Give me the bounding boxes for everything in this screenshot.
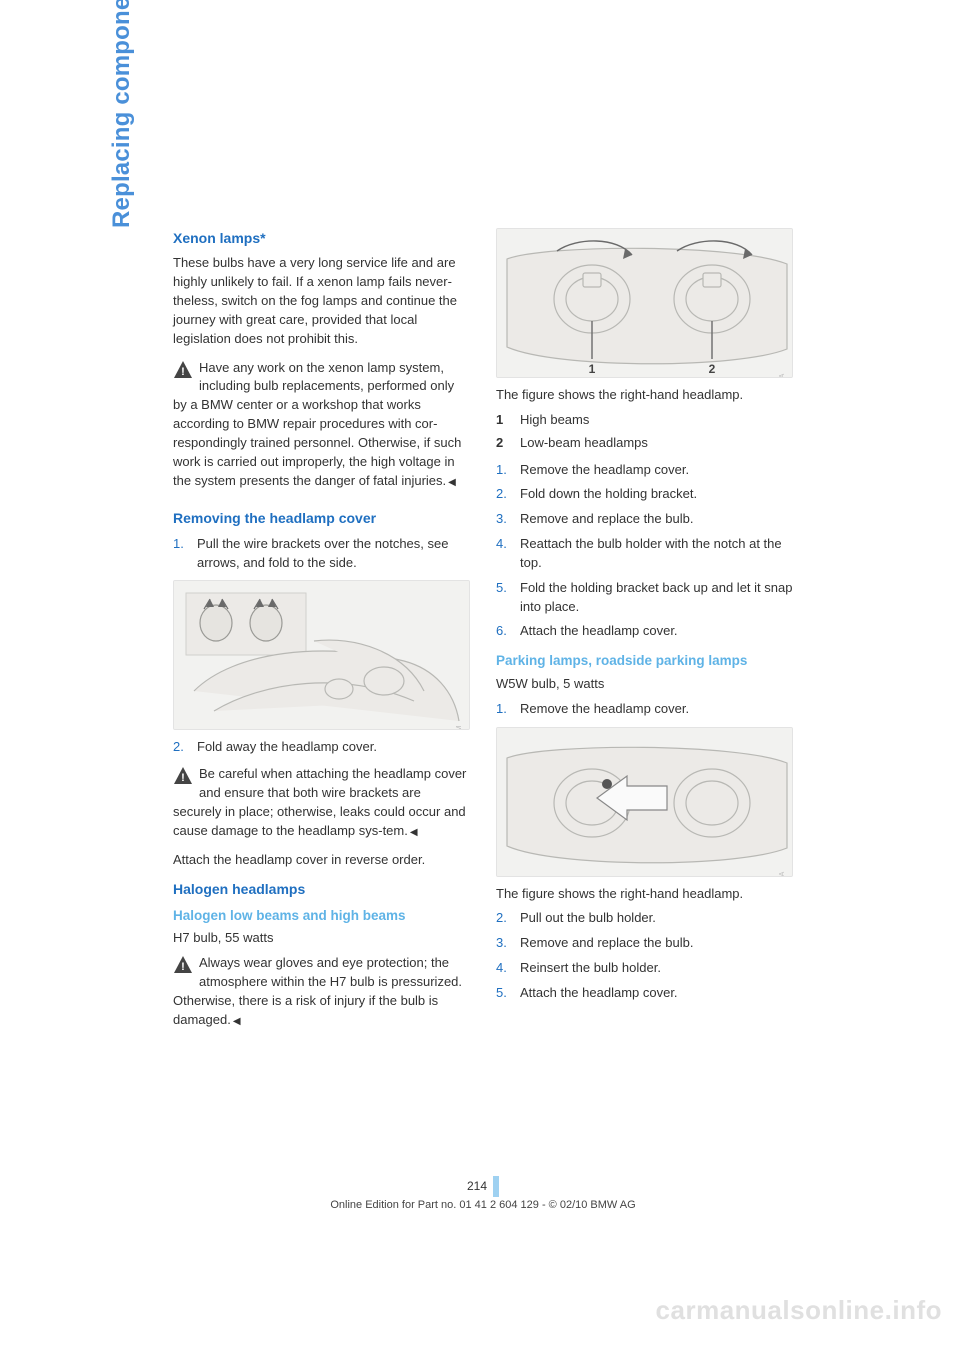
step-text: Remove the headlamp cover. xyxy=(520,461,793,480)
halogen-steps: 1. Remove the headlamp cover. 2. Fold down… xyxy=(496,461,793,642)
step-number: 2. xyxy=(496,909,510,928)
step-number: 1. xyxy=(496,461,510,480)
list-item: 3. Remove and replace the bulb. xyxy=(496,510,793,529)
step-number: 2. xyxy=(173,738,187,757)
page-number: 214 xyxy=(467,1176,493,1197)
xenon-paragraph: These bulbs have a very long service lif… xyxy=(173,254,470,348)
attach-cover-text: Attach the headlamp cover in reverse ord… xyxy=(173,851,470,870)
parking-steps-1: 1. Remove the headlamp cover. xyxy=(496,700,793,719)
halogen-bulb-spec: H7 bulb, 55 watts xyxy=(173,929,470,948)
remove-cover-steps-2: 2. Fold away the headlamp cover. xyxy=(173,738,470,757)
figure-legend: 1 High beams 2 Low-beam headlamps xyxy=(496,411,793,453)
step-text: Remove and replace the bulb. xyxy=(520,934,793,953)
list-item: 1. Remove the headlamp cover. xyxy=(496,700,793,719)
list-item: 4. Reattach the bulb holder with the notc… xyxy=(496,535,793,573)
step-number: 3. xyxy=(496,934,510,953)
list-item: 2. Pull out the bulb holder. xyxy=(496,909,793,928)
step-text: Fold down the holding bracket. xyxy=(520,485,793,504)
list-item: 4. Reinsert the bulb holder. xyxy=(496,959,793,978)
svg-text:!: ! xyxy=(181,772,185,784)
list-item: 3. Remove and replace the bulb. xyxy=(496,934,793,953)
step-text: Fold the holding bracket back up and let… xyxy=(520,579,793,617)
step-number: 5. xyxy=(496,579,510,617)
step-text: Remove and replace the bulb. xyxy=(520,510,793,529)
heading-remove-cover: Removing the headlamp cover xyxy=(173,508,470,528)
warning-halogen-text: Always wear gloves and eye protection; t… xyxy=(173,955,462,1027)
list-item: 6. Attach the headlamp cover. xyxy=(496,622,793,641)
legend-row: 2 Low-beam headlamps xyxy=(496,434,793,453)
step-number: 4. xyxy=(496,959,510,978)
figure-reference-code: W051H401M xyxy=(455,725,465,730)
warning-cover-text: Be careful when attaching the headlamp c… xyxy=(173,766,466,838)
svg-text:!: ! xyxy=(181,961,185,973)
right-column: 1 2 W051H403A The figure shows the right… xyxy=(496,228,793,1040)
figure-caption: The figure shows the right-hand headlamp… xyxy=(496,386,793,405)
warning-icon: ! xyxy=(173,955,193,975)
list-item: 1. Pull the wire brackets over the notche… xyxy=(173,535,470,573)
step-number: 3. xyxy=(496,510,510,529)
svg-text:2: 2 xyxy=(709,362,716,376)
footer-text: Online Edition for Part no. 01 41 2 604 … xyxy=(173,1198,793,1214)
warning-xenon: ! Have any work on the xenon lamp system… xyxy=(173,359,470,491)
svg-text:!: ! xyxy=(181,366,185,378)
figure-headlamp-numbered: 1 2 W051H403A xyxy=(496,228,793,378)
page-content: Xenon lamps* These bulbs have a very lon… xyxy=(173,228,793,1040)
step-text: Fold away the headlamp cover. xyxy=(197,738,470,757)
list-item: 5. Fold the holding bracket back up and l… xyxy=(496,579,793,617)
figure-caption: The figure shows the right-hand headlamp… xyxy=(496,885,793,904)
figure-parking-lamp: W051H404A xyxy=(496,727,793,877)
step-text: Remove the headlamp cover. xyxy=(520,700,793,719)
figure-headlamp-cover: W051H401M xyxy=(173,580,470,730)
watermark: carmanualsonline.info xyxy=(656,1292,942,1330)
step-number: 6. xyxy=(496,622,510,641)
figure-reference-code: W051H403A xyxy=(778,373,788,378)
warning-xenon-text: Have any work on the xenon lamp system, … xyxy=(173,360,461,488)
step-text: Reinsert the bulb holder. xyxy=(520,959,793,978)
warning-icon: ! xyxy=(173,766,193,786)
step-text: Pull the wire brackets over the notches,… xyxy=(197,535,470,573)
step-text: Attach the headlamp cover. xyxy=(520,984,793,1003)
left-column: Xenon lamps* These bulbs have a very lon… xyxy=(173,228,470,1040)
heading-xenon: Xenon lamps* xyxy=(173,228,470,248)
warning-halogen: ! Always wear gloves and eye protection;… xyxy=(173,954,470,1029)
list-item: 5. Attach the headlamp cover. xyxy=(496,984,793,1003)
legend-row: 1 High beams xyxy=(496,411,793,430)
parking-bulb-spec: W5W bulb, 5 watts xyxy=(496,675,793,694)
remove-cover-steps-1: 1. Pull the wire brackets over the notche… xyxy=(173,535,470,573)
page-number-bar xyxy=(493,1176,499,1197)
step-number: 4. xyxy=(496,535,510,573)
heading-halogen: Halogen headlamps xyxy=(173,879,470,899)
step-text: Attach the headlamp cover. xyxy=(520,622,793,641)
section-tab-vertical: Replacing components xyxy=(105,0,140,228)
warning-icon: ! xyxy=(173,360,193,380)
step-text: Reattach the bulb holder with the notch … xyxy=(520,535,793,573)
parking-steps-2: 2. Pull out the bulb holder. 3. Remove and… xyxy=(496,909,793,1002)
svg-text:1: 1 xyxy=(589,362,596,376)
list-item: 1. Remove the headlamp cover. xyxy=(496,461,793,480)
list-item: 2. Fold down the holding bracket. xyxy=(496,485,793,504)
step-number: 1. xyxy=(173,535,187,573)
page-number-wrap: 214 xyxy=(173,1176,793,1197)
warning-cover: ! Be careful when attaching the headlamp… xyxy=(173,765,470,840)
step-text: Pull out the bulb holder. xyxy=(520,909,793,928)
legend-value: High beams xyxy=(520,411,589,430)
legend-key: 2 xyxy=(496,434,510,453)
list-item: 2. Fold away the headlamp cover. xyxy=(173,738,470,757)
legend-key: 1 xyxy=(496,411,510,430)
heading-parking-lamps: Parking lamps, roadside parking lamps xyxy=(496,651,793,671)
step-number: 5. xyxy=(496,984,510,1003)
step-number: 2. xyxy=(496,485,510,504)
subheading-halogen-beams: Halogen low beams and high beams xyxy=(173,906,470,926)
legend-value: Low-beam headlamps xyxy=(520,434,648,453)
step-number: 1. xyxy=(496,700,510,719)
